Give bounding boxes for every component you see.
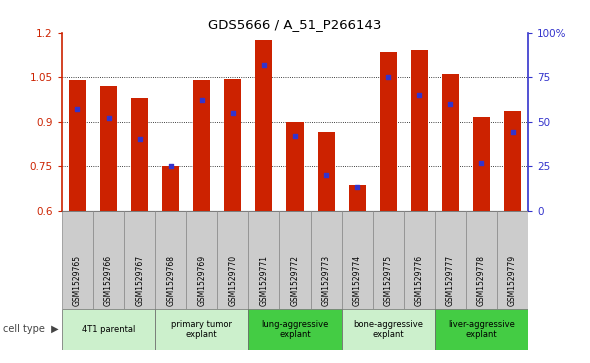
Bar bbox=[124, 211, 155, 309]
Text: bone-aggressive
explant: bone-aggressive explant bbox=[353, 320, 423, 339]
Point bbox=[104, 115, 113, 121]
Point bbox=[73, 106, 82, 112]
Text: 4T1 parental: 4T1 parental bbox=[82, 325, 135, 334]
Point bbox=[197, 97, 206, 103]
Bar bbox=[473, 117, 490, 211]
Point bbox=[477, 160, 486, 166]
Bar bbox=[248, 309, 342, 350]
Point bbox=[352, 184, 362, 190]
Bar bbox=[349, 185, 366, 211]
Text: GSM1529779: GSM1529779 bbox=[508, 254, 517, 306]
Point bbox=[135, 136, 145, 142]
Bar bbox=[497, 211, 528, 309]
Text: GSM1529771: GSM1529771 bbox=[260, 254, 268, 306]
Bar bbox=[411, 50, 428, 211]
Bar bbox=[280, 211, 310, 309]
Bar bbox=[62, 211, 93, 309]
Bar bbox=[435, 211, 466, 309]
Bar bbox=[69, 80, 86, 211]
Bar bbox=[186, 211, 217, 309]
Text: GSM1529777: GSM1529777 bbox=[446, 254, 455, 306]
Bar bbox=[380, 52, 396, 211]
Text: cell type  ▶: cell type ▶ bbox=[4, 325, 59, 334]
Bar bbox=[404, 211, 435, 309]
Point bbox=[508, 129, 517, 135]
Bar bbox=[248, 211, 280, 309]
Bar bbox=[93, 211, 124, 309]
Text: GSM1529772: GSM1529772 bbox=[290, 254, 300, 306]
Point bbox=[415, 92, 424, 98]
Bar bbox=[466, 211, 497, 309]
Point bbox=[290, 133, 300, 139]
Text: GSM1529767: GSM1529767 bbox=[135, 254, 144, 306]
Bar bbox=[317, 132, 335, 211]
Bar bbox=[373, 211, 404, 309]
Bar bbox=[255, 40, 273, 211]
Bar bbox=[194, 80, 210, 211]
Bar bbox=[310, 211, 342, 309]
Bar bbox=[155, 309, 248, 350]
Text: GSM1529766: GSM1529766 bbox=[104, 254, 113, 306]
Point bbox=[166, 163, 175, 169]
Point bbox=[259, 62, 268, 68]
Bar bbox=[100, 86, 117, 211]
Bar bbox=[342, 211, 373, 309]
Bar bbox=[224, 79, 241, 211]
Text: GSM1529765: GSM1529765 bbox=[73, 254, 82, 306]
Text: GSM1529774: GSM1529774 bbox=[353, 254, 362, 306]
Bar bbox=[442, 74, 459, 211]
Text: primary tumor
explant: primary tumor explant bbox=[171, 320, 232, 339]
Text: lung-aggressive
explant: lung-aggressive explant bbox=[261, 320, 329, 339]
Bar bbox=[435, 309, 528, 350]
Bar bbox=[287, 122, 303, 211]
Bar bbox=[62, 309, 155, 350]
Text: GSM1529770: GSM1529770 bbox=[228, 254, 237, 306]
Bar bbox=[217, 211, 248, 309]
Text: GSM1529773: GSM1529773 bbox=[322, 254, 330, 306]
Text: liver-aggressive
explant: liver-aggressive explant bbox=[448, 320, 515, 339]
Title: GDS5666 / A_51_P266143: GDS5666 / A_51_P266143 bbox=[208, 19, 382, 32]
Bar bbox=[155, 211, 186, 309]
Point bbox=[384, 74, 393, 80]
Bar bbox=[162, 166, 179, 211]
Bar bbox=[131, 98, 148, 211]
Text: GSM1529769: GSM1529769 bbox=[197, 254, 206, 306]
Point bbox=[322, 172, 331, 178]
Text: GSM1529775: GSM1529775 bbox=[384, 254, 393, 306]
Text: GSM1529768: GSM1529768 bbox=[166, 254, 175, 306]
Text: GSM1529778: GSM1529778 bbox=[477, 254, 486, 306]
Text: GSM1529776: GSM1529776 bbox=[415, 254, 424, 306]
Bar bbox=[504, 111, 521, 211]
Point bbox=[228, 110, 238, 115]
Point bbox=[445, 101, 455, 107]
Bar bbox=[342, 309, 435, 350]
